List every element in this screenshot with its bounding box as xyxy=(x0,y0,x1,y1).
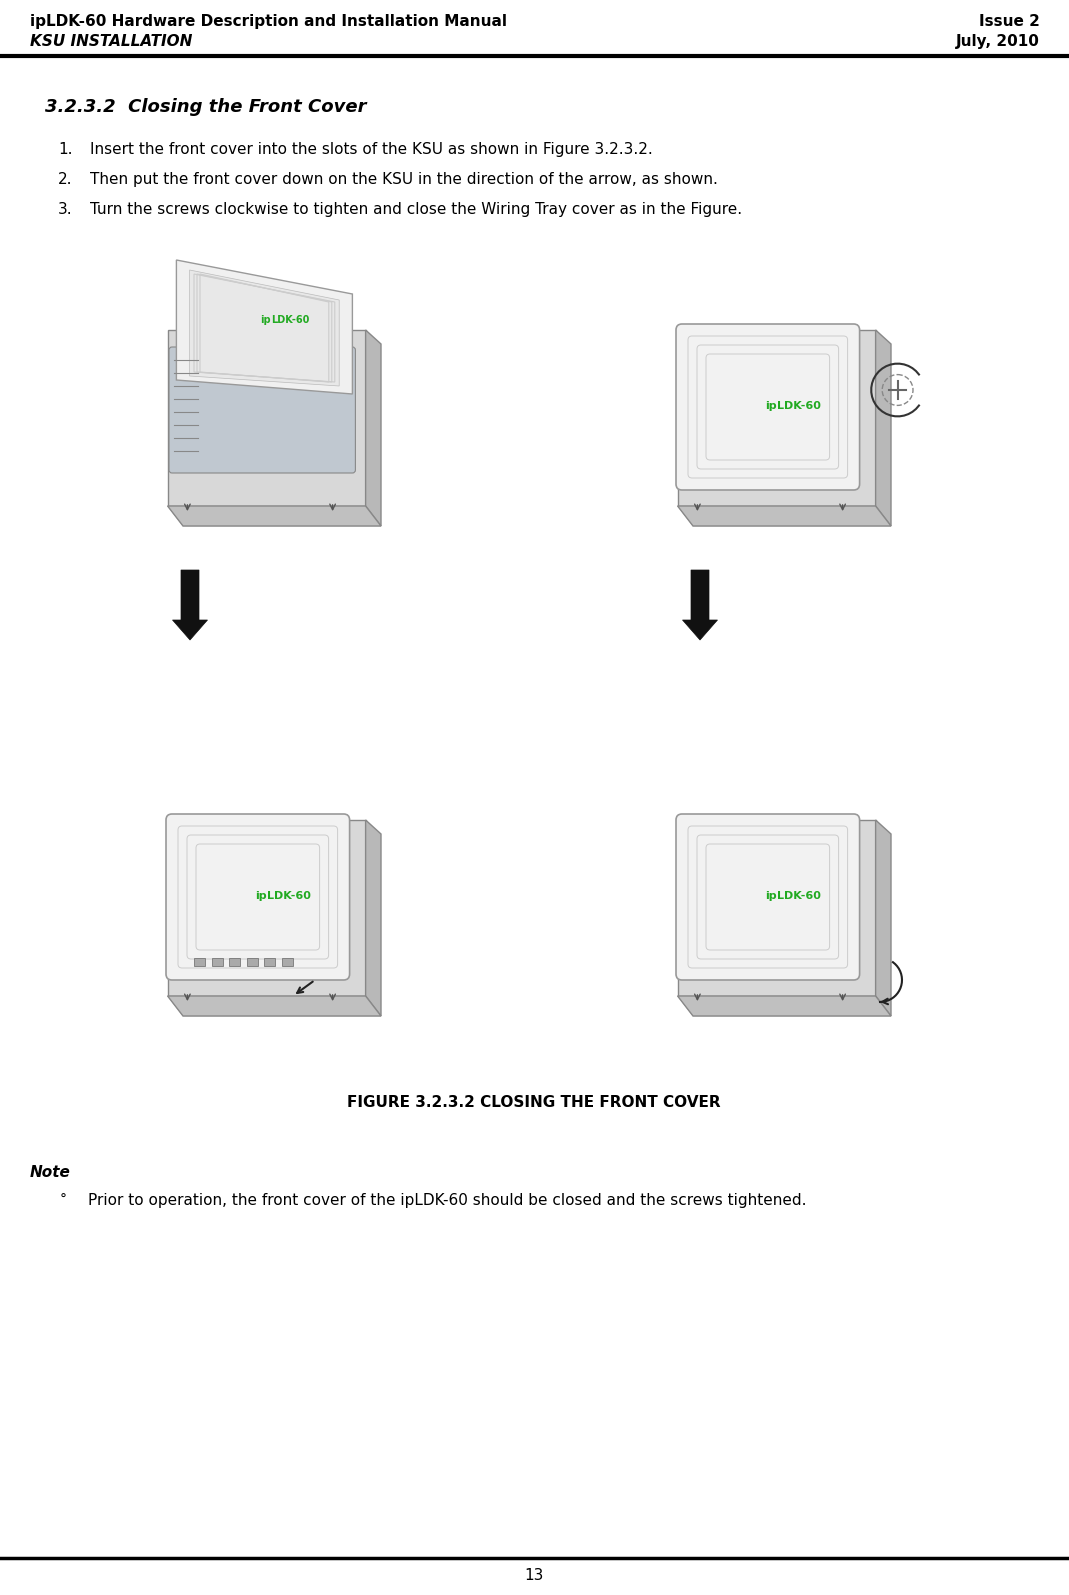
Polygon shape xyxy=(678,506,890,526)
Text: July, 2010: July, 2010 xyxy=(956,33,1040,49)
Text: ip: ip xyxy=(261,314,272,325)
Text: ip: ip xyxy=(765,400,776,412)
Text: Note: Note xyxy=(30,1164,71,1180)
Polygon shape xyxy=(366,330,381,526)
Text: KSU INSTALLATION: KSU INSTALLATION xyxy=(30,33,192,49)
Text: °: ° xyxy=(60,1193,67,1207)
FancyBboxPatch shape xyxy=(229,959,241,967)
Polygon shape xyxy=(682,569,717,640)
FancyBboxPatch shape xyxy=(166,813,350,979)
Polygon shape xyxy=(168,506,381,526)
Text: 1.: 1. xyxy=(58,142,73,156)
Polygon shape xyxy=(189,270,339,386)
Text: ip: ip xyxy=(765,892,776,901)
Text: Turn the screws clockwise to tighten and close the Wiring Tray cover as in the F: Turn the screws clockwise to tighten and… xyxy=(90,203,742,217)
Text: Then put the front cover down on the KSU in the direction of the arrow, as shown: Then put the front cover down on the KSU… xyxy=(90,172,718,187)
FancyBboxPatch shape xyxy=(676,324,859,490)
Polygon shape xyxy=(876,330,890,526)
Polygon shape xyxy=(168,820,366,995)
FancyBboxPatch shape xyxy=(264,959,276,967)
Polygon shape xyxy=(168,995,381,1016)
Polygon shape xyxy=(172,569,207,640)
Text: FIGURE 3.2.3.2 CLOSING THE FRONT COVER: FIGURE 3.2.3.2 CLOSING THE FRONT COVER xyxy=(347,1096,721,1110)
Polygon shape xyxy=(168,995,381,1016)
FancyBboxPatch shape xyxy=(676,813,859,979)
Text: 2.: 2. xyxy=(58,172,73,187)
Text: ipLDK-60 Hardware Description and Installation Manual: ipLDK-60 Hardware Description and Instal… xyxy=(30,14,507,29)
Text: LDK-60: LDK-60 xyxy=(776,892,821,901)
FancyBboxPatch shape xyxy=(193,959,205,967)
Polygon shape xyxy=(366,820,381,1016)
Polygon shape xyxy=(678,506,890,526)
Text: ip: ip xyxy=(255,892,266,901)
FancyBboxPatch shape xyxy=(247,959,258,967)
FancyBboxPatch shape xyxy=(169,348,355,474)
Polygon shape xyxy=(678,995,890,1016)
Polygon shape xyxy=(168,330,366,506)
FancyBboxPatch shape xyxy=(282,959,293,967)
Text: 3.2.3.2  Closing the Front Cover: 3.2.3.2 Closing the Front Cover xyxy=(45,97,367,116)
Polygon shape xyxy=(678,330,876,506)
Polygon shape xyxy=(876,820,890,1016)
Text: Prior to operation, the front cover of the ipLDK-60 should be closed and the scr: Prior to operation, the front cover of t… xyxy=(88,1193,806,1207)
Polygon shape xyxy=(678,820,876,995)
Text: 3.: 3. xyxy=(58,203,73,217)
Polygon shape xyxy=(678,995,890,1016)
Text: LDK-60: LDK-60 xyxy=(272,314,309,325)
Text: LDK-60: LDK-60 xyxy=(266,892,310,901)
Text: 13: 13 xyxy=(524,1568,544,1582)
Text: Issue 2: Issue 2 xyxy=(979,14,1040,29)
Polygon shape xyxy=(176,260,353,394)
Text: Insert the front cover into the slots of the KSU as shown in Figure 3.2.3.2.: Insert the front cover into the slots of… xyxy=(90,142,653,156)
Polygon shape xyxy=(168,506,381,526)
FancyBboxPatch shape xyxy=(212,959,222,967)
Text: LDK-60: LDK-60 xyxy=(776,400,821,412)
